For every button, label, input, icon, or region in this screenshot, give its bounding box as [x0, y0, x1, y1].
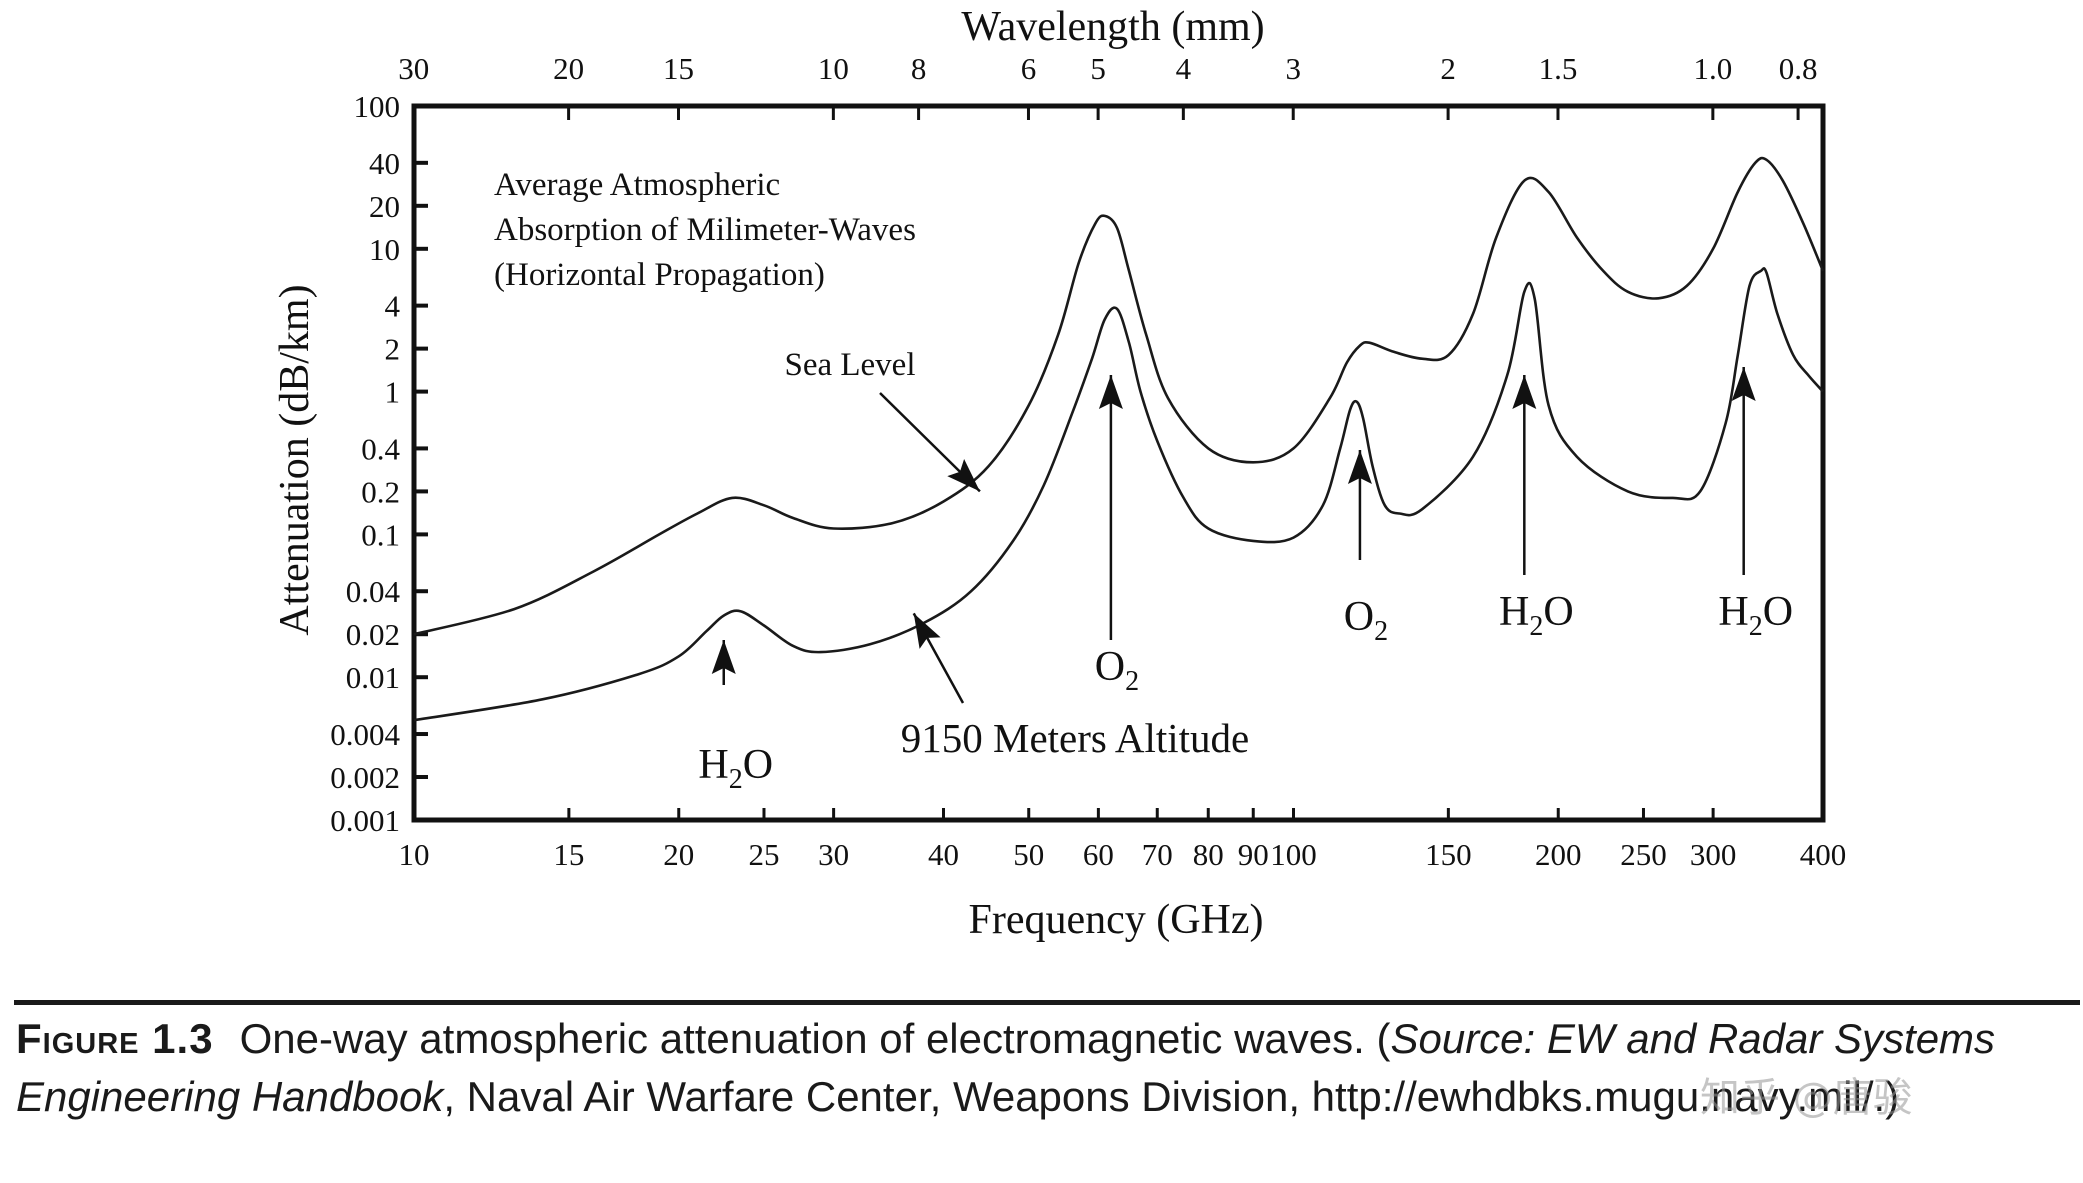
wavelength-tick-label: 2	[1440, 51, 1456, 86]
x-tick-label: 200	[1535, 837, 1582, 872]
x-tick-label: 60	[1083, 837, 1114, 872]
annotation-arrowhead	[947, 459, 980, 492]
x-tick-label: 70	[1142, 837, 1173, 872]
y-tick-label: 4	[385, 289, 401, 324]
annotation-arrowhead	[913, 613, 941, 649]
x-tick-label: 15	[553, 837, 584, 872]
data-series	[413, 156, 1825, 722]
figure-label: Figure 1.3	[16, 1015, 214, 1062]
peak-label: H2O	[1718, 589, 1793, 642]
plot-frame	[411, 103, 1826, 823]
x-tick-label: 150	[1425, 837, 1472, 872]
wavelength-tick-label: 3	[1285, 51, 1301, 86]
x-tick-label: 50	[1013, 837, 1044, 872]
series-line-sea-level	[413, 156, 1825, 636]
x-tick-label: 300	[1690, 837, 1737, 872]
figure-caption: Figure 1.3 One-way atmospheric attenuatio…	[16, 1010, 2076, 1126]
peak-label: O2	[1095, 644, 1139, 697]
series-annotation-label: 9150 Meters Altitude	[901, 715, 1249, 761]
series-line-9150-meters-altitude	[413, 267, 1824, 722]
y-axis-title: Attenuation (dB/km)	[272, 284, 318, 635]
x-tick-label: 30	[818, 837, 849, 872]
y-tick-label: 20	[369, 189, 400, 224]
y-tick-label: 0.04	[346, 574, 401, 609]
x-axis-title: Frequency (GHz)	[968, 897, 1263, 943]
x-tick-label: 100	[1270, 837, 1317, 872]
series-annotation-label: Sea Level	[784, 347, 915, 383]
x-tick-label: 20	[663, 837, 694, 872]
x-tick-label: 90	[1238, 837, 1269, 872]
wavelength-axis: 30 20 15 10 8 6 5 4 3 2 1.5 1.0 0.8	[398, 51, 1817, 120]
y-tick-label: 0.002	[330, 760, 400, 795]
annotation-arrowhead	[1512, 375, 1537, 409]
attenuation-chart: Wavelength (mm) 30 20 15 10 8 6 5 4 3 2 1.5 1.0 0.8 …	[272, 4, 1847, 943]
caption-text-after: , Naval Air Warfare Center, Weapons Divi…	[443, 1073, 1900, 1120]
peak-label: H2O	[698, 742, 773, 795]
wavelength-tick-label: 30	[398, 51, 429, 86]
chart-title-line-2: Absorption of Milimeter-Waves	[494, 212, 916, 248]
y-axis: 0.001 0.002 0.004 0.01 0.02 0.04 0.1 0.2 0.4 1 2 4 1…	[330, 89, 428, 838]
peak-label: O2	[1344, 594, 1388, 647]
y-tick-label: 0.1	[361, 517, 400, 552]
wavelength-tick-label: 8	[911, 51, 927, 86]
y-tick-label: 2	[385, 332, 401, 367]
wavelength-tick-label: 5	[1090, 51, 1106, 86]
annotation-arrowhead	[1347, 450, 1372, 484]
y-tick-label: 0.02	[346, 617, 400, 652]
y-tick-label: 100	[354, 89, 401, 124]
peak-label: H2O	[1499, 589, 1574, 642]
y-tick-label: 0.004	[330, 717, 400, 752]
caption-text: One-way atmospheric attenuation of elect…	[239, 1015, 1391, 1062]
wavelength-tick-label: 15	[663, 51, 694, 86]
wavelength-tick-label: 0.8	[1779, 51, 1818, 86]
y-tick-label: 0.4	[361, 431, 400, 466]
chart-title-line-1: Average Atmospheric	[494, 167, 780, 203]
x-tick-label: 40	[928, 837, 959, 872]
chart-title-line-3: (Horizontal Propagation)	[494, 257, 825, 293]
wavelength-tick-label: 1.0	[1693, 51, 1732, 86]
x-tick-label: 10	[399, 837, 430, 872]
top-axis-title: Wavelength (mm)	[961, 4, 1264, 50]
x-tick-label: 250	[1620, 837, 1667, 872]
wavelength-tick-label: 10	[818, 51, 849, 86]
wavelength-tick-label: 20	[553, 51, 584, 86]
y-tick-label: 40	[369, 146, 400, 181]
annotation-arrowhead	[711, 640, 736, 674]
caption-rule	[14, 1000, 2080, 1005]
annotation-arrowhead	[1731, 367, 1756, 401]
y-tick-label: 0.01	[346, 660, 400, 695]
x-tick-label: 25	[748, 837, 779, 872]
wavelength-tick-label: 4	[1176, 51, 1192, 86]
annotations: H2O O2 O2 H2O H2O Sea Level 9150 Meters Altitu…	[698, 347, 1793, 795]
y-tick-label: 0.2	[361, 474, 400, 509]
y-tick-label: 0.001	[330, 803, 400, 838]
caption-source: Source: EW and Radar Systems Engineering…	[16, 1015, 1996, 1120]
wavelength-tick-label: 1.5	[1539, 51, 1578, 86]
x-tick-label: 400	[1800, 837, 1847, 872]
y-tick-label: 10	[369, 232, 400, 267]
x-tick-label: 80	[1193, 837, 1224, 872]
wavelength-tick-label: 6	[1021, 51, 1037, 86]
watermark: 知乎 @唐骏	[1700, 1075, 1913, 1121]
y-tick-label: 1	[385, 375, 401, 410]
annotation-arrowhead	[1098, 375, 1123, 409]
